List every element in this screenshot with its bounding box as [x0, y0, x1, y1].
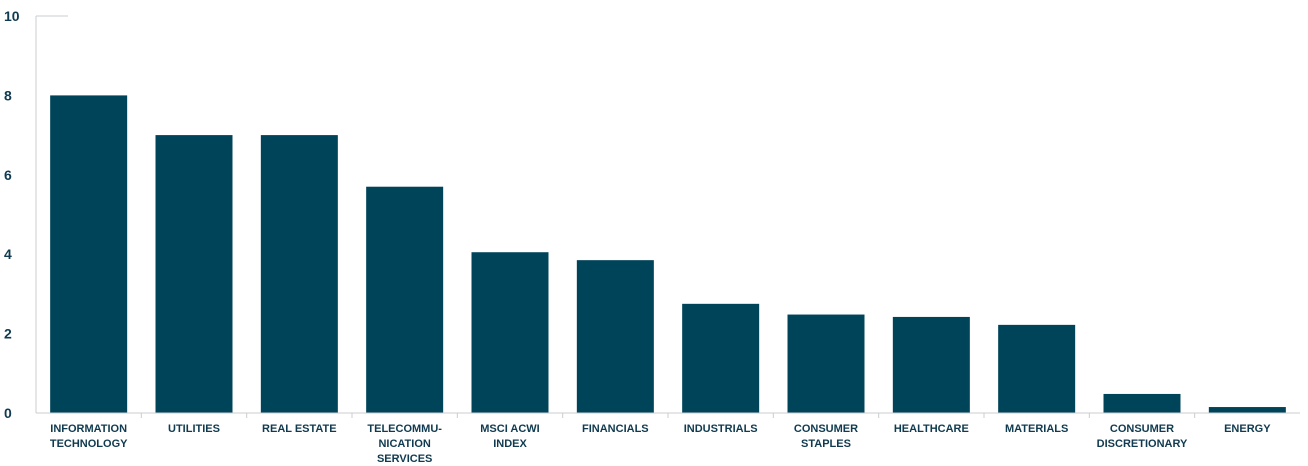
x-tick-label-line: STAPLES	[801, 438, 851, 450]
x-tick-label-line: MATERIALS	[1005, 423, 1068, 435]
x-tick-label: CONSUMER DISCRETIONARY	[1097, 423, 1188, 450]
x-tick-label: ENERGY	[1224, 423, 1271, 435]
x-tick-label: FINANCIALS	[582, 423, 649, 435]
bar	[155, 135, 233, 413]
bar	[576, 260, 654, 413]
y-tick-label: 6	[4, 167, 12, 183]
x-tick-label: CONSUMER STAPLES	[794, 423, 858, 450]
bars-group	[50, 95, 1286, 414]
x-tick-label-line: TELECOMMU-	[367, 423, 442, 435]
bar	[998, 324, 1076, 413]
y-tick-label: 0	[4, 405, 12, 421]
x-tick-label: MSCI ACWI INDEX	[480, 423, 539, 450]
x-tick-label: UTILITIES	[168, 423, 220, 435]
x-tick-label: INFORMATION TECHNOLOGY	[50, 423, 128, 450]
x-axis-ticks	[140, 413, 1196, 418]
bar	[1208, 407, 1286, 413]
y-axis-ticks: 0 2 4 6 8 10	[4, 8, 20, 421]
x-tick-label: INDUSTRIALS	[684, 423, 758, 435]
bar	[471, 252, 549, 413]
bar	[366, 186, 444, 413]
y-tick-label: 2	[4, 326, 12, 342]
x-tick-label: HEALTHCARE	[894, 423, 969, 435]
x-tick-label-line: ENERGY	[1224, 423, 1271, 435]
x-tick-label-line: INFORMATION	[50, 423, 127, 435]
bar	[1103, 393, 1181, 413]
x-tick-label-line: SERVICES	[377, 453, 432, 465]
x-tick-label-line: CONSUMER	[1110, 423, 1174, 435]
x-tick-label-line: CONSUMER	[794, 423, 858, 435]
bar	[682, 303, 760, 413]
bar	[50, 95, 128, 414]
x-axis-labels: INFORMATION TECHNOLOGY UTILITIES REAL ESTAT…	[50, 423, 1271, 465]
x-tick-label-line: HEALTHCARE	[894, 423, 969, 435]
x-tick-label-line: DISCRETIONARY	[1097, 438, 1188, 450]
x-tick-label: MATERIALS	[1005, 423, 1068, 435]
bar	[260, 135, 338, 413]
bar	[892, 316, 970, 413]
x-tick-label-line: INDEX	[493, 438, 527, 450]
bar	[787, 314, 865, 413]
x-tick-label: REAL ESTATE	[262, 423, 337, 435]
x-tick-label-line: INDUSTRIALS	[684, 423, 758, 435]
x-tick-label-line: TECHNOLOGY	[50, 438, 128, 450]
x-tick-label: TELECOMMU- NICATION SERVICES	[367, 423, 442, 465]
y-tick-label: 10	[4, 8, 20, 24]
x-tick-label-line: NICATION	[378, 438, 430, 450]
y-tick-label: 4	[4, 246, 12, 262]
y-tick-label: 8	[4, 87, 12, 103]
x-tick-label-line: MSCI ACWI	[480, 423, 539, 435]
x-tick-label-line: UTILITIES	[168, 423, 220, 435]
x-tick-label-line: FINANCIALS	[582, 423, 649, 435]
x-tick-label-line: REAL ESTATE	[262, 423, 337, 435]
